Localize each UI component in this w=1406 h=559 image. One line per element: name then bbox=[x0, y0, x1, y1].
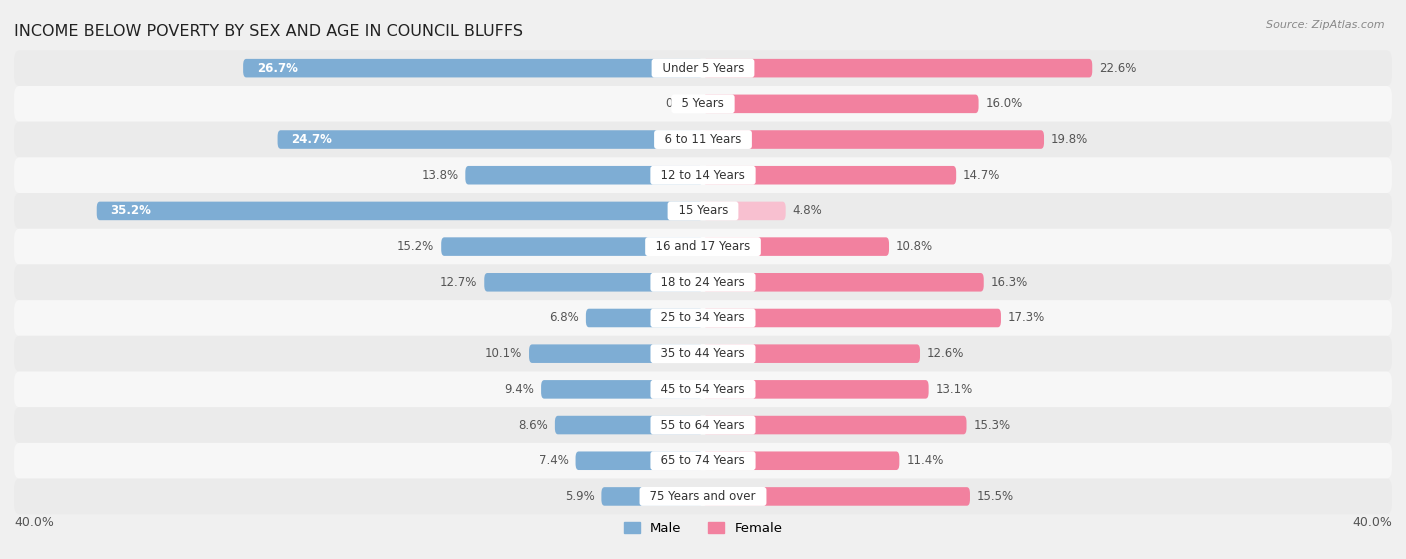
Text: 17.3%: 17.3% bbox=[1008, 311, 1045, 324]
Text: 35 to 44 Years: 35 to 44 Years bbox=[654, 347, 752, 360]
Text: 65 to 74 Years: 65 to 74 Years bbox=[654, 454, 752, 467]
FancyBboxPatch shape bbox=[703, 94, 979, 113]
Text: 16.3%: 16.3% bbox=[991, 276, 1028, 289]
Text: INCOME BELOW POVERTY BY SEX AND AGE IN COUNCIL BLUFFS: INCOME BELOW POVERTY BY SEX AND AGE IN C… bbox=[14, 25, 523, 40]
Text: 12 to 14 Years: 12 to 14 Years bbox=[654, 169, 752, 182]
FancyBboxPatch shape bbox=[703, 380, 928, 399]
FancyBboxPatch shape bbox=[14, 372, 1392, 407]
Text: 26.7%: 26.7% bbox=[257, 61, 298, 75]
Text: Under 5 Years: Under 5 Years bbox=[655, 61, 751, 75]
FancyBboxPatch shape bbox=[703, 59, 1092, 78]
FancyBboxPatch shape bbox=[14, 229, 1392, 264]
FancyBboxPatch shape bbox=[703, 202, 786, 220]
Text: 25 to 34 Years: 25 to 34 Years bbox=[654, 311, 752, 324]
Text: 45 to 54 Years: 45 to 54 Years bbox=[654, 383, 752, 396]
FancyBboxPatch shape bbox=[14, 479, 1392, 514]
Text: 13.1%: 13.1% bbox=[935, 383, 973, 396]
FancyBboxPatch shape bbox=[14, 86, 1392, 122]
Text: 7.4%: 7.4% bbox=[538, 454, 568, 467]
Text: 15 Years: 15 Years bbox=[671, 205, 735, 217]
Text: 55 to 64 Years: 55 to 64 Years bbox=[654, 419, 752, 432]
Text: 10.1%: 10.1% bbox=[485, 347, 522, 360]
Text: 35.2%: 35.2% bbox=[111, 205, 152, 217]
FancyBboxPatch shape bbox=[703, 416, 966, 434]
Text: 15.3%: 15.3% bbox=[973, 419, 1011, 432]
Text: 18 to 24 Years: 18 to 24 Years bbox=[654, 276, 752, 289]
FancyBboxPatch shape bbox=[14, 264, 1392, 300]
Text: 15.5%: 15.5% bbox=[977, 490, 1014, 503]
FancyBboxPatch shape bbox=[586, 309, 703, 327]
FancyBboxPatch shape bbox=[703, 344, 920, 363]
FancyBboxPatch shape bbox=[555, 416, 703, 434]
Text: 40.0%: 40.0% bbox=[1353, 516, 1392, 529]
FancyBboxPatch shape bbox=[277, 130, 703, 149]
FancyBboxPatch shape bbox=[14, 193, 1392, 229]
FancyBboxPatch shape bbox=[14, 336, 1392, 372]
Text: Source: ZipAtlas.com: Source: ZipAtlas.com bbox=[1267, 20, 1385, 30]
FancyBboxPatch shape bbox=[14, 122, 1392, 158]
FancyBboxPatch shape bbox=[602, 487, 703, 506]
Text: 24.7%: 24.7% bbox=[291, 133, 332, 146]
FancyBboxPatch shape bbox=[703, 273, 984, 292]
FancyBboxPatch shape bbox=[703, 238, 889, 256]
FancyBboxPatch shape bbox=[14, 158, 1392, 193]
Text: 13.8%: 13.8% bbox=[422, 169, 458, 182]
Text: 6.8%: 6.8% bbox=[550, 311, 579, 324]
Text: 12.7%: 12.7% bbox=[440, 276, 478, 289]
FancyBboxPatch shape bbox=[703, 166, 956, 184]
FancyBboxPatch shape bbox=[703, 130, 1045, 149]
Text: 40.0%: 40.0% bbox=[14, 516, 53, 529]
FancyBboxPatch shape bbox=[703, 309, 1001, 327]
FancyBboxPatch shape bbox=[97, 202, 703, 220]
Text: 19.8%: 19.8% bbox=[1050, 133, 1088, 146]
FancyBboxPatch shape bbox=[14, 300, 1392, 336]
Text: 75 Years and over: 75 Years and over bbox=[643, 490, 763, 503]
FancyBboxPatch shape bbox=[14, 407, 1392, 443]
FancyBboxPatch shape bbox=[441, 238, 703, 256]
FancyBboxPatch shape bbox=[541, 380, 703, 399]
Text: 4.8%: 4.8% bbox=[793, 205, 823, 217]
Text: 9.4%: 9.4% bbox=[505, 383, 534, 396]
Text: 5.9%: 5.9% bbox=[565, 490, 595, 503]
FancyBboxPatch shape bbox=[703, 487, 970, 506]
Text: 8.6%: 8.6% bbox=[519, 419, 548, 432]
Text: 6 to 11 Years: 6 to 11 Years bbox=[657, 133, 749, 146]
Text: 22.6%: 22.6% bbox=[1099, 61, 1136, 75]
FancyBboxPatch shape bbox=[14, 443, 1392, 479]
FancyBboxPatch shape bbox=[703, 452, 900, 470]
Text: 16.0%: 16.0% bbox=[986, 97, 1022, 110]
Text: 15.2%: 15.2% bbox=[396, 240, 434, 253]
Text: 10.8%: 10.8% bbox=[896, 240, 934, 253]
FancyBboxPatch shape bbox=[484, 273, 703, 292]
Legend: Male, Female: Male, Female bbox=[619, 517, 787, 540]
Text: 0.0%: 0.0% bbox=[665, 97, 695, 110]
Text: 5 Years: 5 Years bbox=[675, 97, 731, 110]
FancyBboxPatch shape bbox=[243, 59, 703, 78]
Text: 11.4%: 11.4% bbox=[907, 454, 943, 467]
Text: 14.7%: 14.7% bbox=[963, 169, 1001, 182]
FancyBboxPatch shape bbox=[465, 166, 703, 184]
FancyBboxPatch shape bbox=[529, 344, 703, 363]
Text: 16 and 17 Years: 16 and 17 Years bbox=[648, 240, 758, 253]
FancyBboxPatch shape bbox=[575, 452, 703, 470]
FancyBboxPatch shape bbox=[14, 50, 1392, 86]
Text: 12.6%: 12.6% bbox=[927, 347, 965, 360]
